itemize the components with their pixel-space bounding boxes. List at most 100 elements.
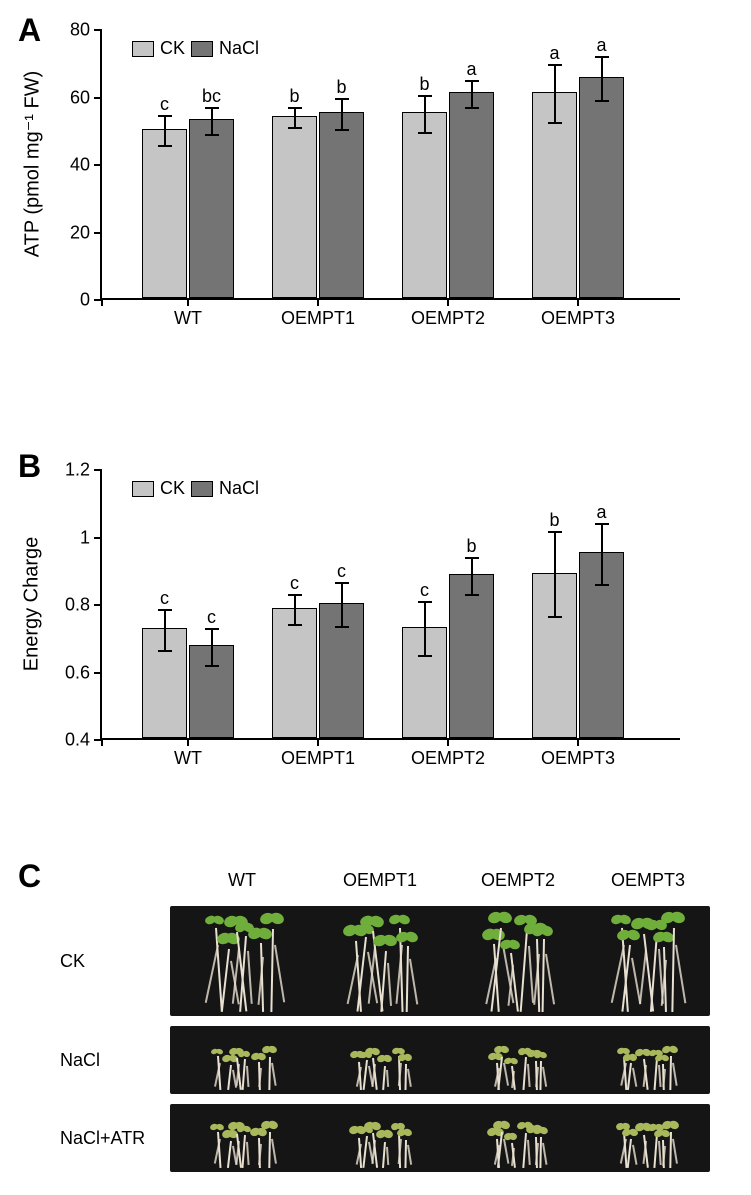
y-tick	[94, 672, 102, 674]
seedling-root	[672, 1063, 677, 1086]
error-cap	[465, 594, 479, 596]
error-cap	[205, 134, 219, 136]
error-cap	[548, 616, 562, 618]
seedling-root	[528, 946, 534, 1003]
seedling-leaf	[509, 1132, 519, 1141]
error-bar	[164, 116, 166, 146]
error-cap	[158, 650, 172, 652]
error-cap	[205, 107, 219, 109]
error-cap	[158, 115, 172, 117]
bar-OEMPT1-CK	[272, 116, 317, 298]
seedling-leaf	[509, 1057, 518, 1065]
seedling-leaf	[538, 1051, 547, 1059]
error-bar	[601, 524, 603, 585]
y-tick	[94, 537, 102, 539]
y-tick	[94, 469, 102, 471]
seedling-root	[259, 1068, 262, 1087]
seedling-root	[672, 1139, 677, 1164]
seedling-root	[658, 1065, 661, 1087]
seedling-root	[650, 933, 658, 1012]
seedling-root	[670, 1056, 672, 1090]
y-tick-label: 0.4	[65, 730, 90, 751]
seedling-leaf	[403, 1053, 413, 1062]
seedling-root	[627, 1139, 632, 1168]
error-cap	[418, 655, 432, 657]
x-tick	[447, 298, 449, 306]
x-tick	[187, 298, 189, 306]
error-cap	[418, 132, 432, 134]
error-bar	[211, 108, 213, 135]
seedling-root	[380, 951, 386, 1012]
significance-label: b	[466, 536, 476, 557]
bar-OEMPT2-CK	[402, 112, 447, 298]
bar-OEMPT1-NaCl	[319, 112, 364, 298]
seedling-root	[497, 1132, 503, 1168]
panel-c-row-label: NaCl	[60, 1050, 170, 1071]
panel-c-photo	[170, 1026, 710, 1094]
panel-c-row: CK	[60, 906, 720, 1016]
legend-swatch	[191, 41, 213, 57]
seedling-root	[407, 1069, 411, 1087]
bar-WT-NaCl	[189, 119, 234, 298]
seedling-root	[653, 1134, 657, 1168]
x-tick	[187, 738, 189, 746]
seedling-root	[503, 1139, 509, 1164]
panel-c-row-label: CK	[60, 951, 170, 972]
seedling-root	[542, 1067, 547, 1087]
significance-label: a	[549, 43, 559, 64]
error-bar	[471, 81, 473, 108]
seedling-root	[387, 963, 392, 1006]
seedling-root	[269, 1057, 271, 1090]
error-cap	[548, 531, 562, 533]
panel-c-col-label: OEMPT3	[611, 870, 685, 891]
seedling-leaf	[660, 1053, 670, 1062]
chart-a: ATP (pmol mg⁻¹ FW) 020406080WTcbcOEMPT1b…	[100, 30, 680, 300]
seedling-root	[270, 929, 273, 1012]
seedling-root	[527, 1140, 530, 1165]
seedling-root	[632, 1145, 637, 1165]
error-bar	[341, 583, 343, 627]
error-cap	[595, 100, 609, 102]
seedling-root	[227, 1141, 232, 1168]
seedling-root	[409, 959, 418, 1005]
x-tick-label: OEMPT1	[281, 308, 355, 329]
seedling-leaf	[625, 928, 641, 942]
seedling-root	[246, 1142, 249, 1165]
legend-swatch	[132, 41, 154, 57]
seedling-leaf	[267, 1045, 278, 1055]
seedling-leaf	[404, 930, 420, 944]
error-cap	[548, 122, 562, 124]
bar-OEMPT3-NaCl	[579, 77, 624, 298]
panel-b-label: B	[18, 448, 41, 485]
x-tick-label: OEMPT2	[411, 308, 485, 329]
seedling-root	[523, 1057, 527, 1090]
y-tick	[94, 164, 102, 166]
seedling-root	[242, 1135, 246, 1168]
seedling-leaf	[257, 926, 273, 941]
seedling-leaf	[496, 910, 513, 925]
panel-c-label: C	[18, 858, 41, 895]
x-tick	[317, 738, 319, 746]
seedling-leaf	[267, 1119, 279, 1130]
error-bar	[294, 595, 296, 625]
seedling-root	[503, 1063, 509, 1086]
error-bar	[211, 629, 213, 666]
seedling-root	[522, 1133, 526, 1168]
error-cap	[465, 557, 479, 559]
legend-label: CK	[160, 38, 185, 59]
seedling-root	[363, 1060, 368, 1090]
x-tick	[577, 738, 579, 746]
seedling-root	[227, 1065, 231, 1090]
seedling-root	[242, 1059, 246, 1090]
seedling-root	[540, 1137, 542, 1168]
legend-label: NaCl	[219, 38, 259, 59]
seedling-root	[386, 1070, 389, 1087]
seedling-leaf	[382, 1129, 394, 1140]
seedling-root	[274, 945, 285, 1003]
chart-b: Energy Charge 0.40.60.811.2WTccOEMPT1ccO…	[100, 470, 680, 740]
legend-swatch	[191, 481, 213, 497]
error-bar	[471, 558, 473, 595]
panel-c-row: NaCl	[60, 1026, 720, 1094]
seedling-root	[247, 951, 252, 1004]
error-cap	[288, 624, 302, 626]
